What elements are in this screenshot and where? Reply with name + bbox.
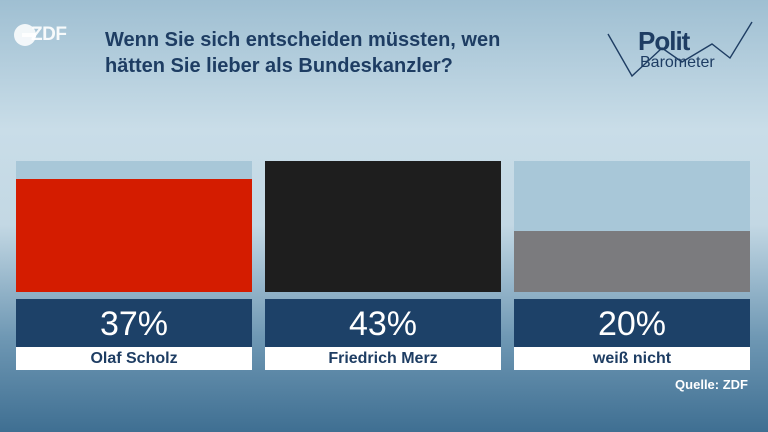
zdf-logo-text: ZDF <box>31 24 67 45</box>
chart-title: Wenn Sie sich entscheiden müssten, wen h… <box>105 27 575 79</box>
bar-value-label: 20% <box>514 299 750 347</box>
politbarometer-logo: Polit Barometer <box>602 14 762 84</box>
zdf-logo-mark <box>14 24 36 46</box>
politbarometer-word-polit: Polit <box>638 26 690 56</box>
bar-value-label: 43% <box>265 299 501 347</box>
politbarometer-zigzag-icon <box>607 21 753 78</box>
bar-track <box>265 161 501 292</box>
category-label: Friedrich Merz <box>265 347 501 370</box>
source-note: Quelle: ZDF <box>675 377 748 392</box>
category-label: weiß nicht <box>514 347 750 370</box>
politbarometer-word-barometer: Barometer <box>640 54 715 71</box>
chart-title-line-2: hätten Sie lieber als Bundeskanzler? <box>105 55 453 77</box>
chart-title-line-1: Wenn Sie sich entscheiden müssten, wen <box>105 29 501 51</box>
category-label: Olaf Scholz <box>16 347 252 370</box>
zdf-logo: ZDF <box>14 22 67 48</box>
bar <box>16 179 252 292</box>
bar <box>514 231 750 292</box>
bar <box>265 161 501 292</box>
bar-track <box>16 161 252 292</box>
bar-value-label: 37% <box>16 299 252 347</box>
bar-track <box>514 161 750 292</box>
